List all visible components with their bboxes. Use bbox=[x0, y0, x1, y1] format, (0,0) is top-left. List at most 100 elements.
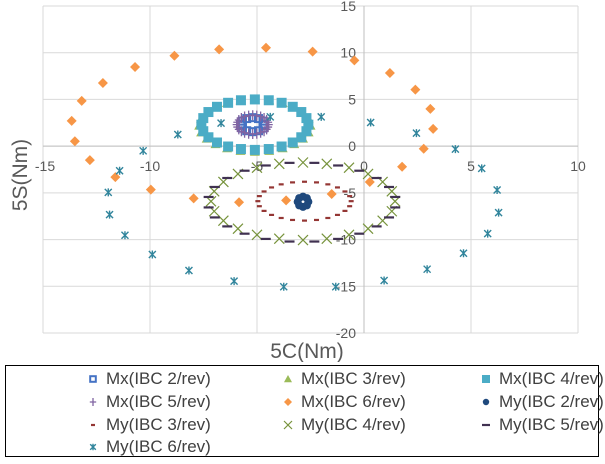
legend-marker-icon bbox=[283, 420, 293, 430]
y-tick-label: -20 bbox=[336, 325, 356, 341]
data-point bbox=[343, 162, 355, 174]
data-point bbox=[251, 229, 263, 241]
series-mx-ibc-6-rev bbox=[66, 42, 439, 208]
legend-item: My(IBC 3/rev) bbox=[86, 414, 211, 436]
data-point bbox=[76, 95, 87, 106]
data-point bbox=[321, 233, 333, 245]
legend-label: Mx(IBC 2/rev) bbox=[106, 369, 211, 388]
data-point bbox=[362, 168, 374, 180]
y-axis-title: 5S(Nm) bbox=[9, 139, 32, 211]
data-point bbox=[244, 110, 253, 121]
data-point bbox=[302, 201, 311, 210]
data-point bbox=[252, 128, 261, 139]
data-point bbox=[235, 144, 246, 155]
data-point bbox=[349, 55, 360, 66]
y-tick-label: 0 bbox=[348, 138, 356, 154]
data-point bbox=[451, 145, 460, 154]
series-my-ibc-3-rev bbox=[255, 180, 354, 222]
data-point bbox=[410, 84, 421, 95]
data-point bbox=[425, 103, 436, 114]
legend-marker-icon bbox=[482, 398, 490, 406]
legend-marker-icon bbox=[89, 443, 97, 451]
data-point bbox=[120, 231, 129, 240]
legend-marker-icon bbox=[482, 423, 490, 427]
legend-label: Mx(IBC 3/rev) bbox=[301, 369, 406, 388]
data-point bbox=[184, 266, 193, 275]
data-point bbox=[139, 146, 148, 155]
data-point bbox=[303, 119, 314, 130]
legend-item: Mx(IBC 5/rev) bbox=[86, 391, 211, 413]
data-point bbox=[203, 107, 214, 118]
data-point bbox=[211, 137, 222, 148]
data-point bbox=[69, 136, 80, 147]
data-point bbox=[423, 265, 432, 274]
data-point bbox=[459, 249, 468, 258]
data-point bbox=[262, 124, 271, 135]
data-point bbox=[362, 223, 374, 235]
series-my-ibc-5-rev bbox=[203, 161, 401, 243]
series-mx-ibc-4-rev bbox=[196, 94, 314, 155]
data-point bbox=[384, 67, 395, 78]
data-point bbox=[256, 127, 265, 138]
gridlines bbox=[42, 5, 579, 334]
legend-marker-icon bbox=[89, 375, 97, 383]
data-point bbox=[264, 122, 273, 133]
y-tick-label: 5 bbox=[348, 91, 356, 107]
data-point bbox=[263, 144, 274, 155]
legend-marker-icon bbox=[284, 398, 292, 406]
data-points bbox=[66, 42, 503, 291]
data-point bbox=[198, 126, 209, 137]
data-point bbox=[211, 101, 222, 112]
legend-label: My(IBC 5/rev) bbox=[499, 415, 604, 434]
legend-item: Mx(IBC 3/rev) bbox=[281, 368, 406, 390]
data-point bbox=[145, 184, 156, 195]
data-point bbox=[412, 129, 421, 138]
y-tick-label: -15 bbox=[336, 278, 356, 294]
x-tick-label: 0 bbox=[360, 158, 368, 174]
data-point bbox=[223, 141, 234, 152]
legend-label: Mx(IBC 6/rev) bbox=[301, 392, 406, 411]
data-point bbox=[287, 101, 298, 112]
data-point bbox=[428, 123, 439, 134]
legend: Mx(IBC 2/rev) Mx(IBC 3/rev) Mx(IBC 4/rev) M… bbox=[5, 365, 604, 458]
data-point bbox=[317, 112, 326, 121]
data-point bbox=[173, 130, 182, 139]
legend-marker-icon bbox=[91, 423, 95, 427]
data-point bbox=[105, 210, 114, 219]
data-point bbox=[331, 282, 340, 291]
series-my-ibc-6-rev bbox=[104, 112, 503, 291]
axes bbox=[43, 6, 578, 333]
data-point bbox=[263, 95, 274, 106]
data-point bbox=[148, 250, 157, 259]
data-point bbox=[97, 77, 108, 88]
series-mx-ibc-5-rev bbox=[232, 110, 273, 139]
legend-item: My(IBC 6/rev) bbox=[86, 436, 211, 458]
data-point bbox=[217, 215, 229, 227]
x-tick-label: 10 bbox=[570, 158, 586, 174]
data-point bbox=[366, 118, 375, 127]
legend-item: Mx(IBC 2/rev) bbox=[86, 368, 211, 390]
data-point bbox=[418, 143, 429, 154]
data-point bbox=[493, 186, 502, 195]
data-point bbox=[297, 157, 309, 168]
data-point bbox=[279, 282, 288, 291]
legend-label: My(IBC 2/rev) bbox=[499, 392, 604, 411]
data-point bbox=[483, 229, 492, 238]
data-point bbox=[249, 144, 260, 155]
data-point bbox=[169, 50, 180, 61]
data-point bbox=[260, 113, 269, 124]
data-point bbox=[223, 97, 234, 108]
x-axis-title: 5C(Nm) bbox=[270, 340, 344, 362]
data-point bbox=[326, 188, 337, 199]
data-point bbox=[273, 158, 285, 170]
legend-marker-icon bbox=[284, 375, 292, 383]
legend-item: Mx(IBC 4/rev) bbox=[479, 368, 604, 390]
data-point bbox=[276, 97, 287, 108]
data-point bbox=[256, 111, 265, 122]
data-point bbox=[230, 277, 239, 286]
data-point bbox=[297, 234, 309, 246]
data-point bbox=[130, 62, 141, 73]
legend-label: My(IBC 6/rev) bbox=[106, 437, 211, 456]
data-point bbox=[234, 197, 245, 208]
